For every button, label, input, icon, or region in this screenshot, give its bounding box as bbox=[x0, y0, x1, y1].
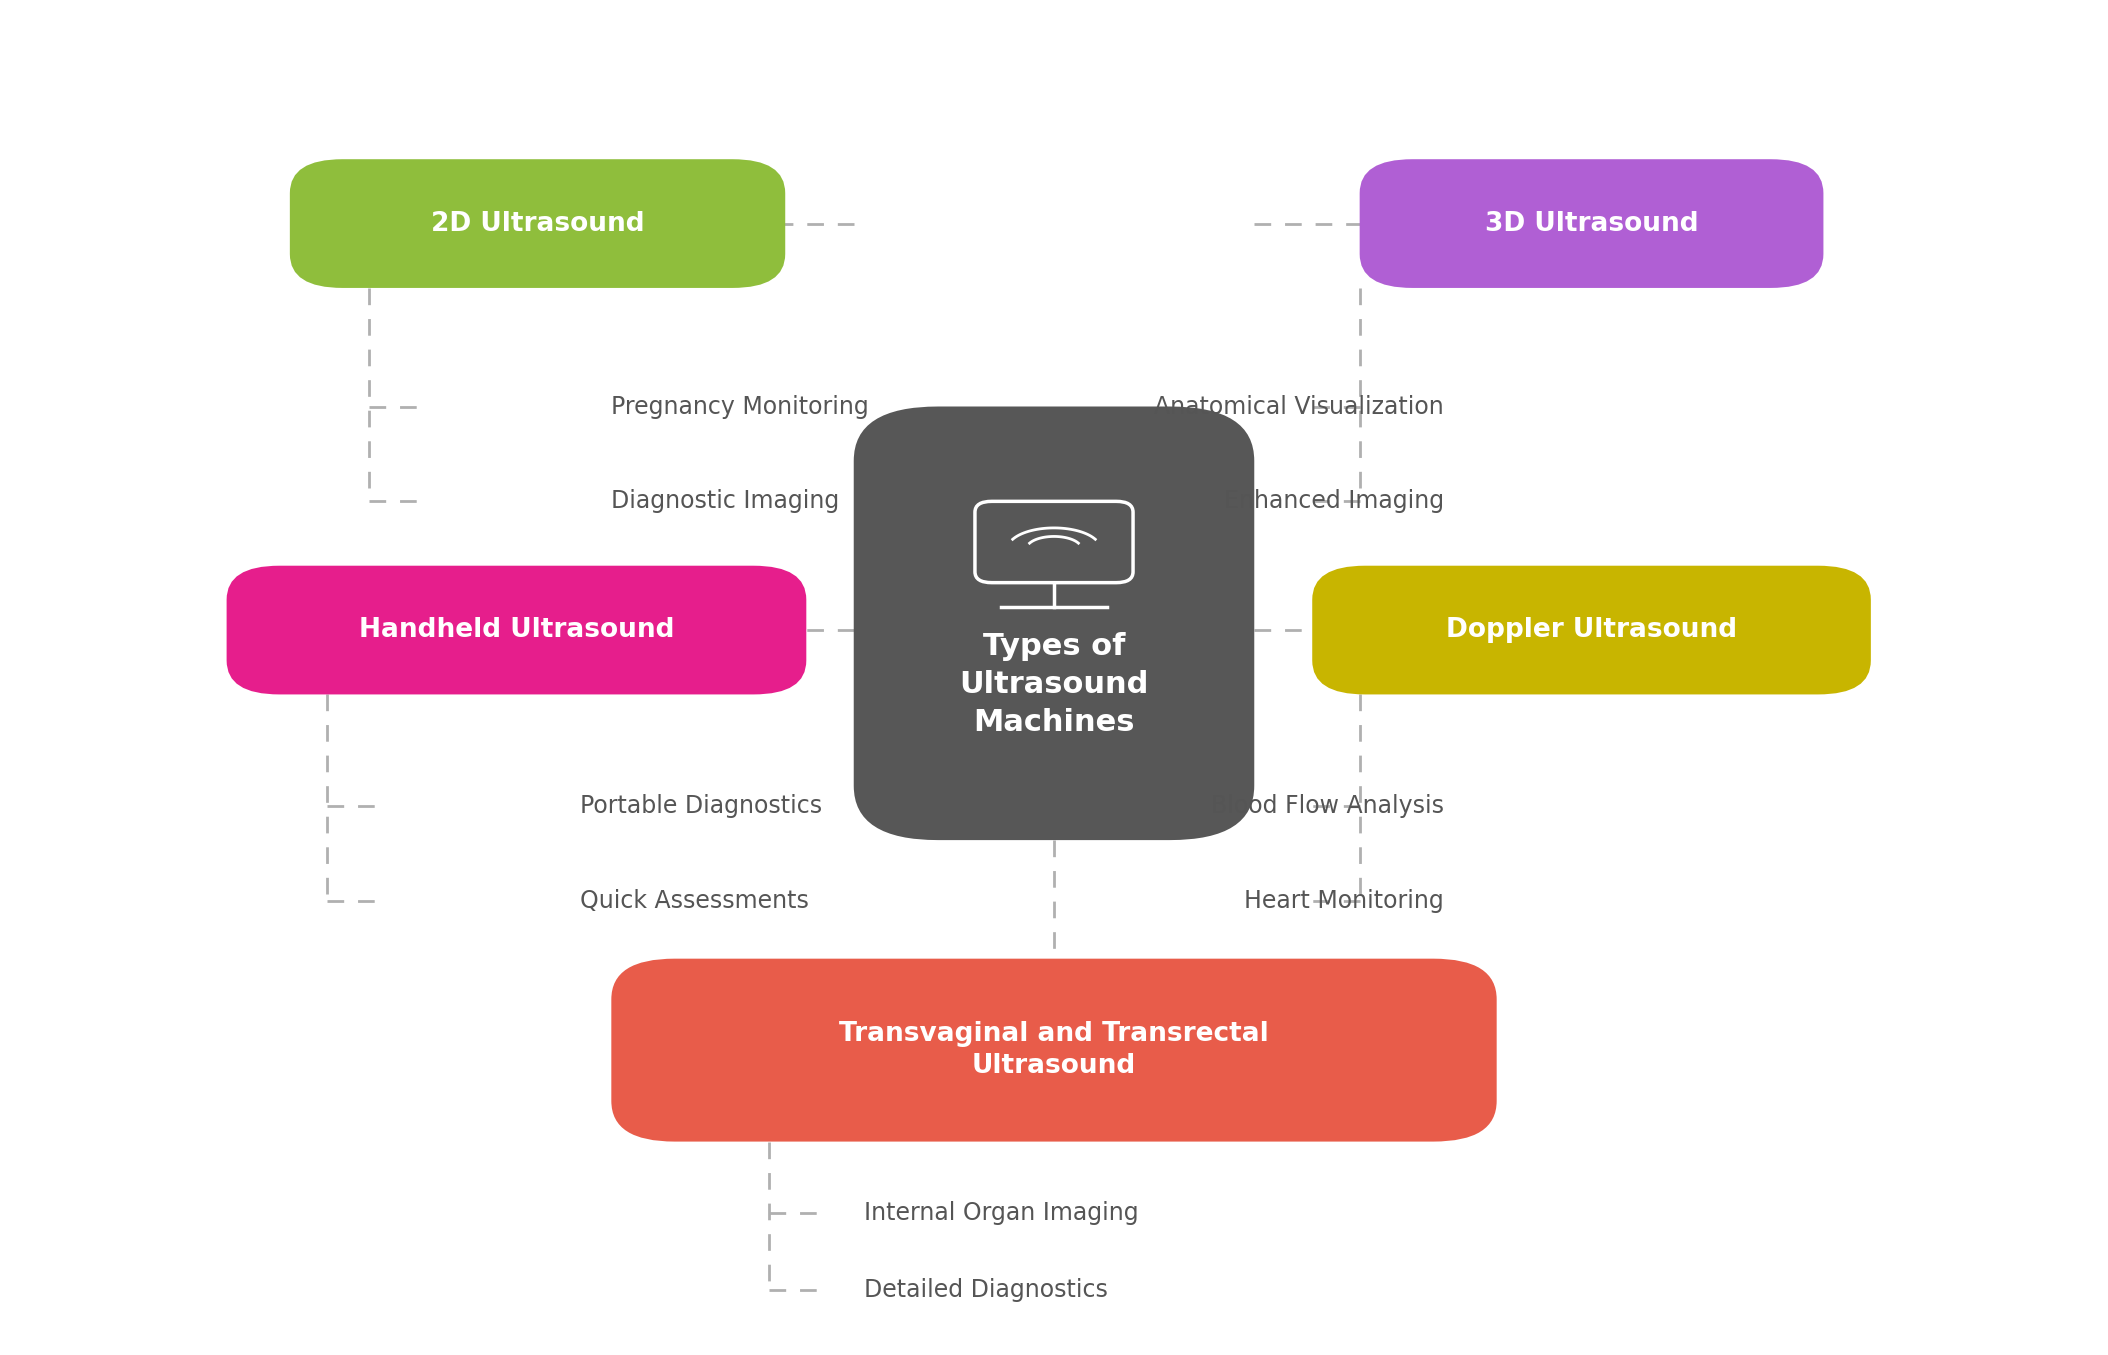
Text: Detailed Diagnostics: Detailed Diagnostics bbox=[864, 1278, 1109, 1302]
Text: Types of
Ultrasound
Machines: Types of Ultrasound Machines bbox=[959, 631, 1149, 737]
Text: Quick Assessments: Quick Assessments bbox=[580, 889, 809, 913]
Text: Anatomical Visualization: Anatomical Visualization bbox=[1155, 394, 1444, 419]
Text: Enhanced Imaging: Enhanced Imaging bbox=[1225, 489, 1444, 514]
FancyBboxPatch shape bbox=[611, 959, 1497, 1141]
Text: Diagnostic Imaging: Diagnostic Imaging bbox=[611, 489, 839, 514]
FancyBboxPatch shape bbox=[854, 406, 1254, 840]
FancyBboxPatch shape bbox=[291, 160, 784, 289]
FancyBboxPatch shape bbox=[1360, 160, 1823, 289]
Text: Portable Diagnostics: Portable Diagnostics bbox=[580, 794, 822, 818]
Text: Pregnancy Monitoring: Pregnancy Monitoring bbox=[611, 394, 868, 419]
Text: 3D Ultrasound: 3D Ultrasound bbox=[1484, 210, 1699, 237]
Text: Transvaginal and Transrectal
Ultrasound: Transvaginal and Transrectal Ultrasound bbox=[839, 1022, 1269, 1079]
FancyBboxPatch shape bbox=[226, 566, 807, 694]
Text: Blood Flow Analysis: Blood Flow Analysis bbox=[1210, 794, 1444, 818]
Text: Handheld Ultrasound: Handheld Ultrasound bbox=[358, 617, 675, 644]
Text: Internal Organ Imaging: Internal Organ Imaging bbox=[864, 1201, 1138, 1225]
Text: Heart Monitoring: Heart Monitoring bbox=[1244, 889, 1444, 913]
Text: 2D Ultrasound: 2D Ultrasound bbox=[430, 210, 645, 237]
FancyBboxPatch shape bbox=[1311, 566, 1872, 694]
Text: Doppler Ultrasound: Doppler Ultrasound bbox=[1446, 617, 1737, 644]
